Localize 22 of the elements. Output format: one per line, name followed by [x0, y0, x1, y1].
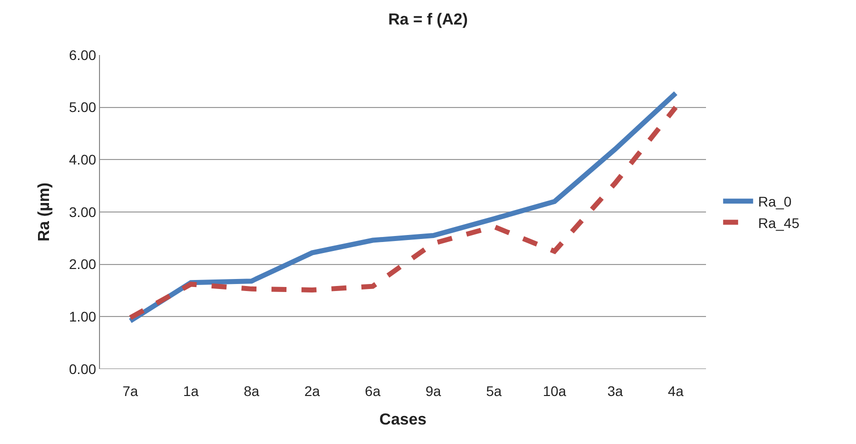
x-tick-label: 1a [183, 383, 199, 399]
y-tick-label: 2.00 [68, 256, 96, 272]
x-tick-label: 8a [244, 383, 260, 399]
y-tick-label: 5.00 [68, 99, 96, 116]
x-tick-label: 4a [668, 383, 684, 399]
y-tick-label: 3.00 [68, 204, 96, 220]
y-tick-label: 0.00 [68, 360, 96, 377]
y-axis-title: Ra (µm) [36, 182, 53, 242]
y-tick-label: 4.00 [68, 152, 96, 168]
x-axis-title: Cases [379, 412, 427, 429]
x-tick-label: 10a [542, 383, 566, 399]
y-tick-label: 6.00 [68, 46, 96, 63]
x-tick-label: 2a [304, 383, 320, 399]
y-tick-label: 1.00 [68, 308, 96, 325]
legend-label: Ra_45 [758, 214, 800, 231]
x-tick-label: 5a [486, 383, 502, 399]
legend-label: Ra_0 [758, 194, 792, 210]
x-tick-label: 7a [122, 383, 138, 399]
x-tick-label: 9a [426, 383, 442, 399]
chart-title: Ra = f (A2) [388, 12, 468, 29]
x-tick-label: 3a [607, 383, 624, 399]
x-tick-label: 6a [364, 383, 381, 399]
